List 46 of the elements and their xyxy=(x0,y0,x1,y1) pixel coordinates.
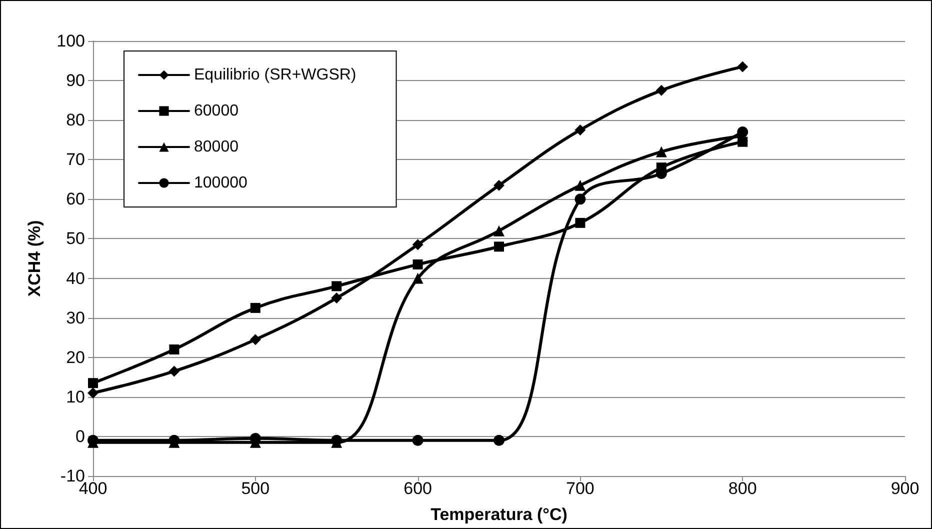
point xyxy=(574,124,586,136)
point xyxy=(737,126,748,138)
point xyxy=(250,334,261,346)
point xyxy=(574,180,586,191)
y-tick-label: 50 xyxy=(66,229,85,248)
point xyxy=(494,434,504,446)
point xyxy=(737,61,748,72)
point xyxy=(169,344,180,354)
y-tick-label: 70 xyxy=(66,150,85,170)
y-tick-label: 60 xyxy=(66,190,85,209)
y-tick-label: 20 xyxy=(66,348,85,367)
y-tick-label: 10 xyxy=(66,387,85,406)
y-tick-label: 80 xyxy=(66,110,85,130)
y-axis-title: XCH4 (%) xyxy=(25,220,44,297)
y-tick-label: 40 xyxy=(66,268,85,288)
point xyxy=(250,302,260,313)
point xyxy=(494,242,504,252)
point xyxy=(88,387,98,398)
y-tick-label: 90 xyxy=(66,71,85,90)
x-tick-label: 700 xyxy=(566,479,594,498)
point xyxy=(332,281,342,292)
x-tick-label: 900 xyxy=(890,479,920,498)
point xyxy=(494,180,504,191)
point xyxy=(412,434,424,446)
legend-label: 80000 xyxy=(194,138,239,156)
point xyxy=(412,259,423,270)
point xyxy=(575,218,586,228)
point xyxy=(494,225,504,236)
point xyxy=(656,146,667,158)
x-tick-label: 800 xyxy=(728,479,757,498)
legend-label: Equilibrio (SR+WGSR) xyxy=(194,66,356,84)
x-tick-label: 500 xyxy=(241,479,270,498)
legend-label: 100000 xyxy=(194,174,248,192)
legend-label: 60000 xyxy=(194,102,239,120)
point xyxy=(656,84,667,96)
y-tick-label: 0 xyxy=(76,426,85,446)
point xyxy=(574,194,586,205)
point xyxy=(88,378,98,388)
point xyxy=(331,292,342,304)
x-tick-label: 600 xyxy=(404,479,432,498)
y-tick-label: 30 xyxy=(66,308,85,328)
point xyxy=(412,239,424,250)
point xyxy=(168,366,180,377)
x-axis-title: Temperatura (°C) xyxy=(430,505,568,524)
point xyxy=(412,272,424,284)
y-tick-label: 100 xyxy=(56,32,85,50)
